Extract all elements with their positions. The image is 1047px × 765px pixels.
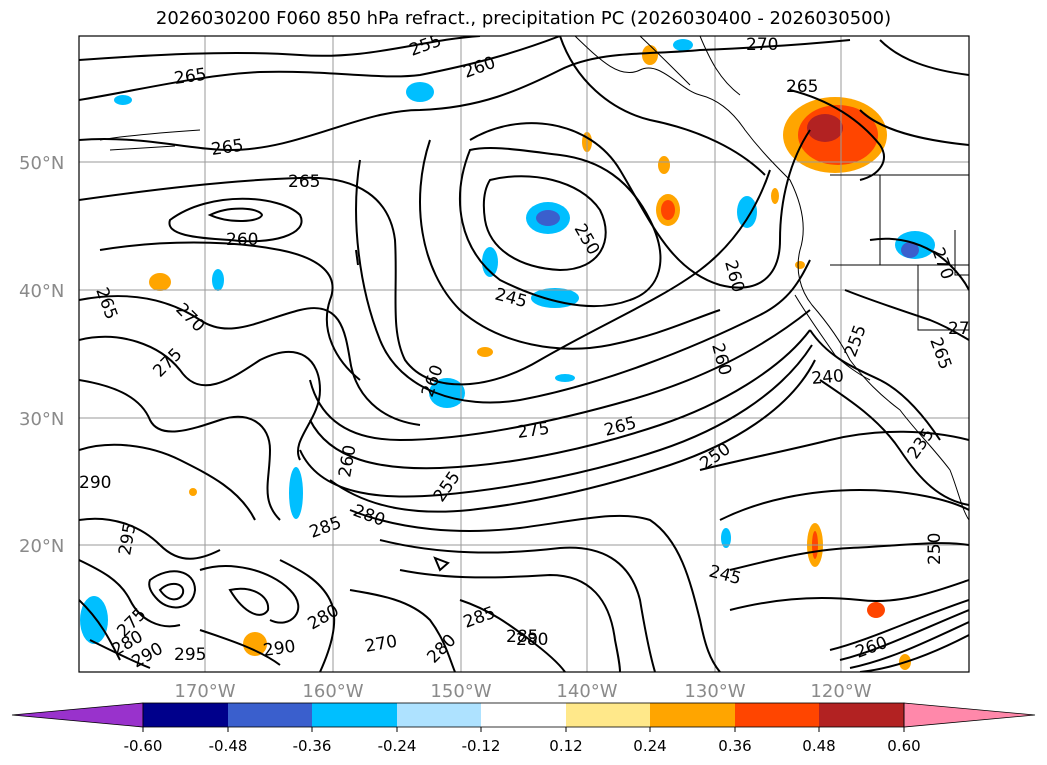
contour-label: 245 [707, 562, 744, 590]
contour-label: 280 [516, 630, 548, 650]
lon-label-150w: 150°W [430, 681, 491, 702]
contour-label: 260 [720, 258, 748, 295]
colorbar-tick-label: 0.24 [633, 737, 666, 755]
contour-label: 240 [811, 366, 845, 389]
colorbar-tick-label: 0.60 [887, 737, 920, 755]
lat-label-50n: 50°N [19, 153, 64, 174]
plot-frame [78, 35, 970, 673]
lon-label-120w: 120°W [810, 681, 871, 702]
contour-label: 280 [423, 630, 460, 667]
longitude-labels: 170°W 160°W 150°W 140°W 130°W 120°W [174, 681, 871, 702]
contour-label: 295 [174, 645, 206, 665]
colorbar-tick-label: 0.12 [549, 737, 582, 755]
lat-label-20n: 20°N [19, 536, 64, 557]
contour-label: 275 [948, 319, 980, 339]
contour-label: 250 [570, 221, 604, 259]
colorbar-tick-label: -0.36 [293, 737, 332, 755]
contour-label: 270 [171, 299, 208, 336]
colorbar-extend-low [11, 702, 144, 728]
contour-label: 250 [925, 533, 945, 565]
contour-label: 270 [363, 632, 398, 657]
lat-label-30n: 30°N [19, 409, 64, 430]
contour-label: 260 [707, 341, 735, 378]
lon-label-170w: 170°W [174, 681, 235, 702]
colorbar-tick-label: 0.36 [718, 737, 751, 755]
colorbar-tick-label: -0.24 [378, 737, 417, 755]
contour-label: 290 [79, 473, 111, 493]
precip-shading [80, 39, 935, 670]
contour-label: 255 [430, 468, 465, 506]
contour-label: 285 [461, 603, 498, 633]
contour-label: 265 [210, 136, 245, 160]
colorbar-segment [650, 703, 735, 727]
contour-label: 295 [115, 521, 140, 556]
contour-label: 255 [841, 322, 871, 359]
contour-label: 270 [927, 245, 957, 282]
colorbar-tick-label: 0.48 [802, 737, 835, 755]
colorbar-segment [143, 703, 228, 727]
contour-label: 265 [288, 172, 320, 192]
colorbar-segment [566, 703, 650, 727]
contour-label: 265 [602, 413, 639, 441]
contour-label: 260 [226, 230, 258, 250]
contour-label: 280 [305, 601, 343, 635]
map-title: 2026030200 F060 850 hPa refract., precip… [155, 8, 892, 29]
contour-label: 265 [925, 335, 955, 372]
colorbar-tick-label: -0.12 [462, 737, 501, 755]
colorbar-segment [481, 703, 566, 727]
colorbar-tick-label: -0.60 [124, 737, 163, 755]
refractivity-contours [79, 36, 969, 672]
latitude-labels: 50°N 40°N 30°N 20°N [19, 153, 64, 557]
contour-label: 255 [407, 31, 444, 61]
lon-label-140w: 140°W [556, 681, 617, 702]
colorbar-extend-high [903, 702, 1036, 728]
colorbar-segment [397, 703, 481, 727]
contour-label: 260 [461, 53, 498, 83]
contour-label: 275 [516, 419, 551, 443]
colorbar-segment [228, 703, 312, 727]
contour-label: 260 [335, 443, 360, 478]
contour-label: 265 [786, 77, 818, 97]
lat-label-40n: 40°N [19, 281, 64, 302]
lon-label-130w: 130°W [684, 681, 745, 702]
lon-label-160w: 160°W [302, 681, 363, 702]
contour-label: 265 [173, 65, 208, 89]
contour-label: 285 [307, 513, 344, 543]
contour-label: 245 [493, 285, 530, 313]
contour-label: 290 [262, 637, 297, 661]
colorbar-segment [735, 703, 819, 727]
contour-label: 270 [746, 35, 778, 55]
contour-label: 285 [506, 627, 538, 647]
colorbar-segment [819, 703, 904, 727]
colorbar-segment [312, 703, 397, 727]
colorbar: -0.60 -0.48 -0.36 -0.24 -0.12 0.12 0.24 … [11, 702, 1036, 755]
colorbar-tick-label: -0.48 [209, 737, 248, 755]
